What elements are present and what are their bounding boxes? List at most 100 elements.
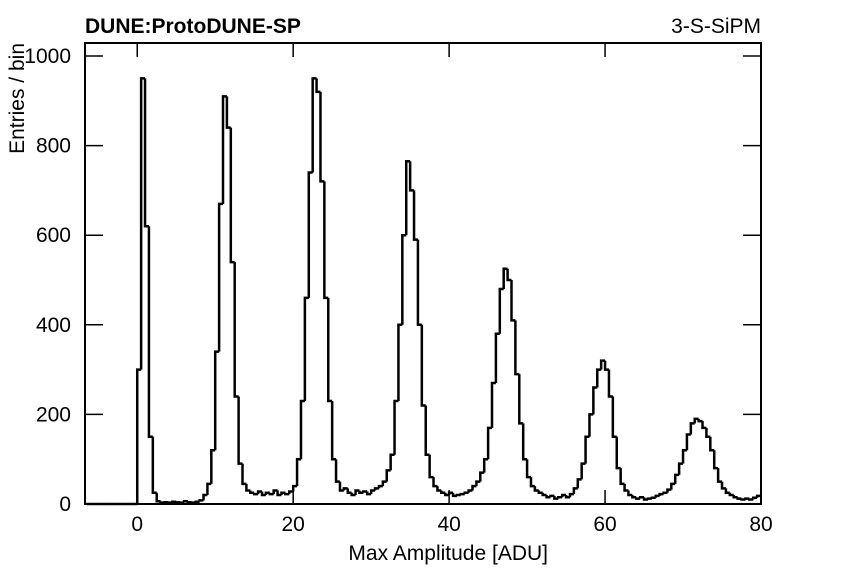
histogram-bin: [597, 370, 601, 388]
histogram-bin: [293, 486, 297, 491]
plot-frame: [85, 43, 761, 504]
histogram-bin: [535, 486, 539, 490]
histogram-bin: [738, 497, 742, 498]
histogram-bin: [402, 235, 406, 325]
histogram-bin: [395, 401, 399, 455]
histogram-bin: [250, 491, 254, 493]
histogram-bin: [149, 226, 153, 437]
histogram-bin: [488, 428, 492, 459]
histogram-bin: [667, 490, 671, 493]
y-tick-label: 200: [36, 403, 71, 426]
histogram-bin: [519, 374, 523, 423]
y-tick-label: 1000: [24, 45, 71, 68]
histogram-bin: [515, 320, 519, 374]
histogram-bin: [714, 450, 718, 468]
histogram-bin: [687, 435, 691, 451]
histogram-bin: [227, 96, 231, 127]
histogram-bin: [320, 92, 324, 182]
x-tick-label: 60: [593, 513, 616, 536]
histogram-bin: [706, 428, 710, 437]
histogram-bin: [508, 269, 512, 280]
histogram-bin: [391, 455, 395, 471]
histogram-bin: [586, 437, 590, 464]
histogram-bin: [441, 491, 445, 493]
histogram-bin: [531, 477, 535, 486]
histogram-bin: [242, 464, 246, 484]
histogram-bin: [328, 298, 332, 401]
histogram-bin: [683, 450, 687, 463]
histogram-bin: [317, 78, 321, 91]
x-tick-label: 40: [437, 513, 460, 536]
y-tick-label: 400: [36, 314, 71, 337]
histogram-bin: [301, 401, 305, 459]
histogram-bin: [246, 484, 250, 491]
histogram-bin: [137, 370, 141, 504]
histogram-bin: [527, 459, 531, 477]
histogram-bin: [465, 493, 469, 494]
histogram-bin: [422, 325, 426, 406]
histogram-bin: [496, 334, 500, 383]
histogram-bin: [609, 370, 613, 397]
histogram-bin: [332, 401, 336, 459]
y-tick-label: 800: [36, 135, 71, 158]
y-tick-label: 0: [59, 493, 71, 516]
histogram-bin: [153, 437, 157, 493]
histogram-bin: [511, 280, 515, 320]
histogram-bin: [418, 240, 422, 325]
histogram-bin: [617, 437, 621, 468]
histogram-bin: [414, 190, 418, 239]
histogram-bin: [305, 298, 309, 401]
histogram-bin: [207, 484, 211, 495]
histogram-bin: [570, 494, 574, 497]
histogram-bin: [231, 128, 235, 262]
x-axis-label: Max Amplitude [ADU]: [348, 542, 548, 565]
histogram-bin: [703, 421, 707, 428]
histogram-bin: [157, 493, 161, 502]
x-tick-label: 80: [749, 513, 772, 536]
histogram-bin: [239, 396, 243, 463]
histogram-bin: [492, 383, 496, 428]
histogram-bin: [722, 482, 726, 489]
chart-subtitle: 3-S-SiPM: [671, 15, 761, 38]
histogram-bin: [628, 491, 632, 495]
histogram-bin: [434, 477, 438, 486]
histogram-bin: [235, 262, 239, 396]
histogram-bin: [461, 494, 465, 495]
histogram-bin: [656, 496, 660, 498]
histogram-bin: [476, 482, 480, 486]
histogram-bin: [410, 161, 414, 190]
histogram-bin: [523, 423, 527, 459]
histogram-bin: [632, 495, 636, 497]
histogram-bin: [473, 486, 477, 490]
histogram-bin: [558, 497, 562, 498]
histogram-bin: [593, 388, 597, 415]
chart-title: DUNE:ProtoDUNE-SP: [85, 15, 301, 38]
histogram-bin: [297, 459, 301, 486]
histogram-bin: [379, 486, 383, 488]
histogram-bin: [574, 488, 578, 494]
histogram-bin: [578, 479, 582, 488]
histogram-bin: [625, 484, 629, 491]
histogram-bin: [660, 494, 664, 496]
histogram-bin: [219, 204, 223, 352]
histogram-bin: [652, 498, 656, 499]
histogram-bin: [671, 484, 675, 490]
histogram-bin: [398, 325, 402, 401]
histogram-bin: [457, 495, 461, 496]
histogram-bin: [730, 493, 734, 495]
histogram-bin: [426, 405, 430, 454]
histogram-bin: [621, 468, 625, 484]
histogram-bin: [430, 455, 434, 477]
histogram-bin: [196, 502, 200, 503]
histogram-bin: [500, 289, 504, 334]
histogram-bin: [718, 468, 722, 481]
histogram-bin: [211, 450, 215, 484]
histogram-bin: [589, 414, 593, 436]
histogram-bin: [484, 459, 488, 472]
histogram-bin: [726, 488, 730, 492]
histogram-bin: [204, 495, 208, 500]
histogram-bin: [371, 491, 375, 495]
histogram-bin: [200, 500, 204, 501]
histogram-bin: [480, 473, 484, 482]
